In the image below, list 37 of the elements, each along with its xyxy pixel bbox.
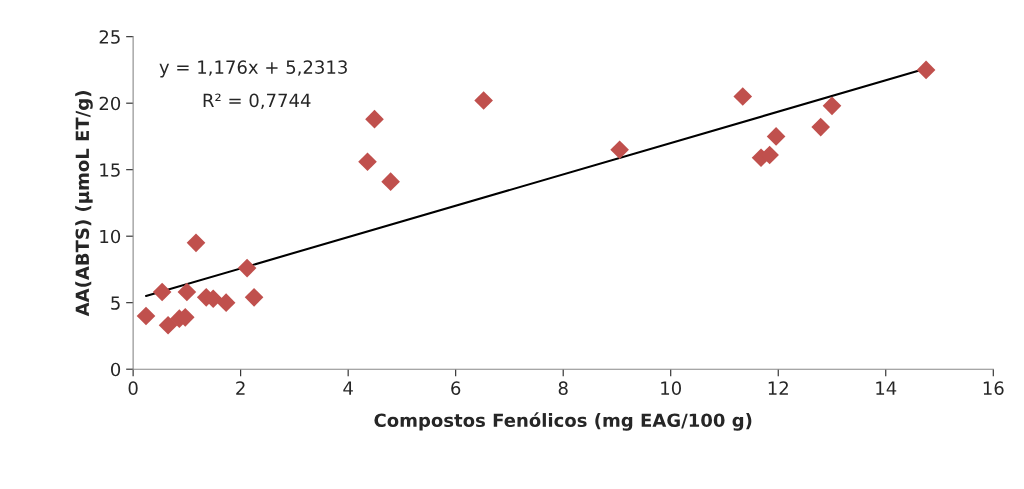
annotation: R² = 0,7744 (203, 93, 311, 110)
x-tick-label: 10 (661, 381, 682, 395)
point (186, 233, 206, 253)
point (733, 87, 753, 106)
point (152, 282, 172, 302)
y-tick-label: 15 (100, 163, 120, 177)
point (365, 109, 384, 129)
point (216, 293, 236, 313)
annotation: y = 1,176x + 5,2313 (159, 60, 347, 78)
x-tick-label: 16 (983, 381, 1004, 395)
y-tick-label: 10 (100, 229, 121, 244)
point (610, 140, 629, 160)
point (158, 315, 178, 335)
y-axis-title: AA(ABTS) (µmoL ET/g) (75, 91, 93, 317)
y-tick-label: 0 (111, 362, 121, 377)
y-tick-label: 20 (99, 96, 121, 111)
point (244, 288, 264, 307)
point (358, 152, 377, 172)
point (811, 117, 831, 137)
point (177, 282, 197, 302)
point (237, 258, 257, 278)
y-tick-label: 25 (99, 30, 120, 44)
x-tick-label: 4 (343, 381, 353, 395)
x-tick-label: 8 (558, 381, 568, 395)
x-tick-label: 14 (876, 381, 897, 395)
point (916, 60, 936, 80)
x-tick-label: 12 (768, 381, 788, 395)
x-tick-label: 2 (236, 381, 245, 395)
point (381, 172, 400, 191)
y-tick-label: 5 (111, 296, 120, 310)
x-tick-label: 0 (128, 381, 138, 395)
point (136, 306, 156, 326)
x-tick-label: 6 (451, 381, 461, 395)
point (766, 127, 786, 146)
point (474, 91, 493, 110)
point (822, 96, 842, 116)
x-axis-title: Compostos Fenólicos (mg EAG/100 g) (374, 412, 752, 431)
